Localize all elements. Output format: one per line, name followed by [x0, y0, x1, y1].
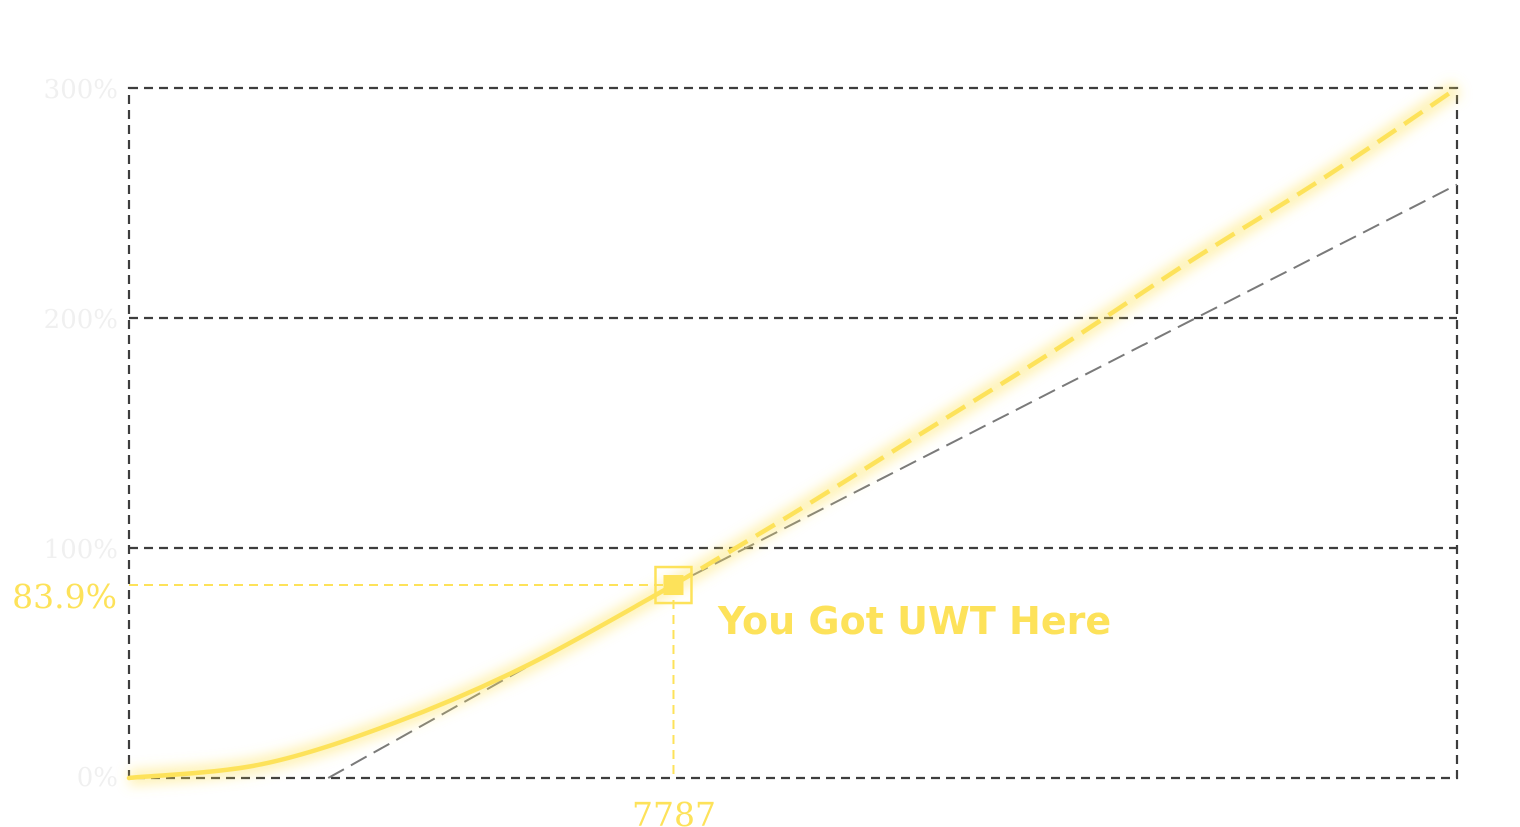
highlight-x-label: 7787 — [632, 795, 716, 827]
y-tick-label: 200% — [44, 305, 118, 335]
marker-outline — [654, 565, 693, 605]
grid — [127, 86, 1459, 780]
highlight-y-label: 83.9% — [12, 577, 117, 616]
curve-solid — [126, 582, 676, 781]
y-axis-ticks: 0% 100% 200% 300% — [44, 75, 118, 793]
y-tick-label: 100% — [44, 535, 118, 565]
y-tick-label: 0% — [77, 763, 118, 793]
y-tick-label: 300% — [44, 75, 118, 105]
curve-glow — [128, 81, 1462, 786]
annotation-label: You Got UWT Here — [717, 599, 1111, 643]
tangent-line — [327, 183, 1458, 779]
marker-point — [663, 575, 684, 596]
plot-frame — [127, 86, 1459, 780]
curve-dashed — [672, 86, 1459, 587]
highlight — [129, 565, 693, 778]
curves — [126, 81, 1462, 786]
